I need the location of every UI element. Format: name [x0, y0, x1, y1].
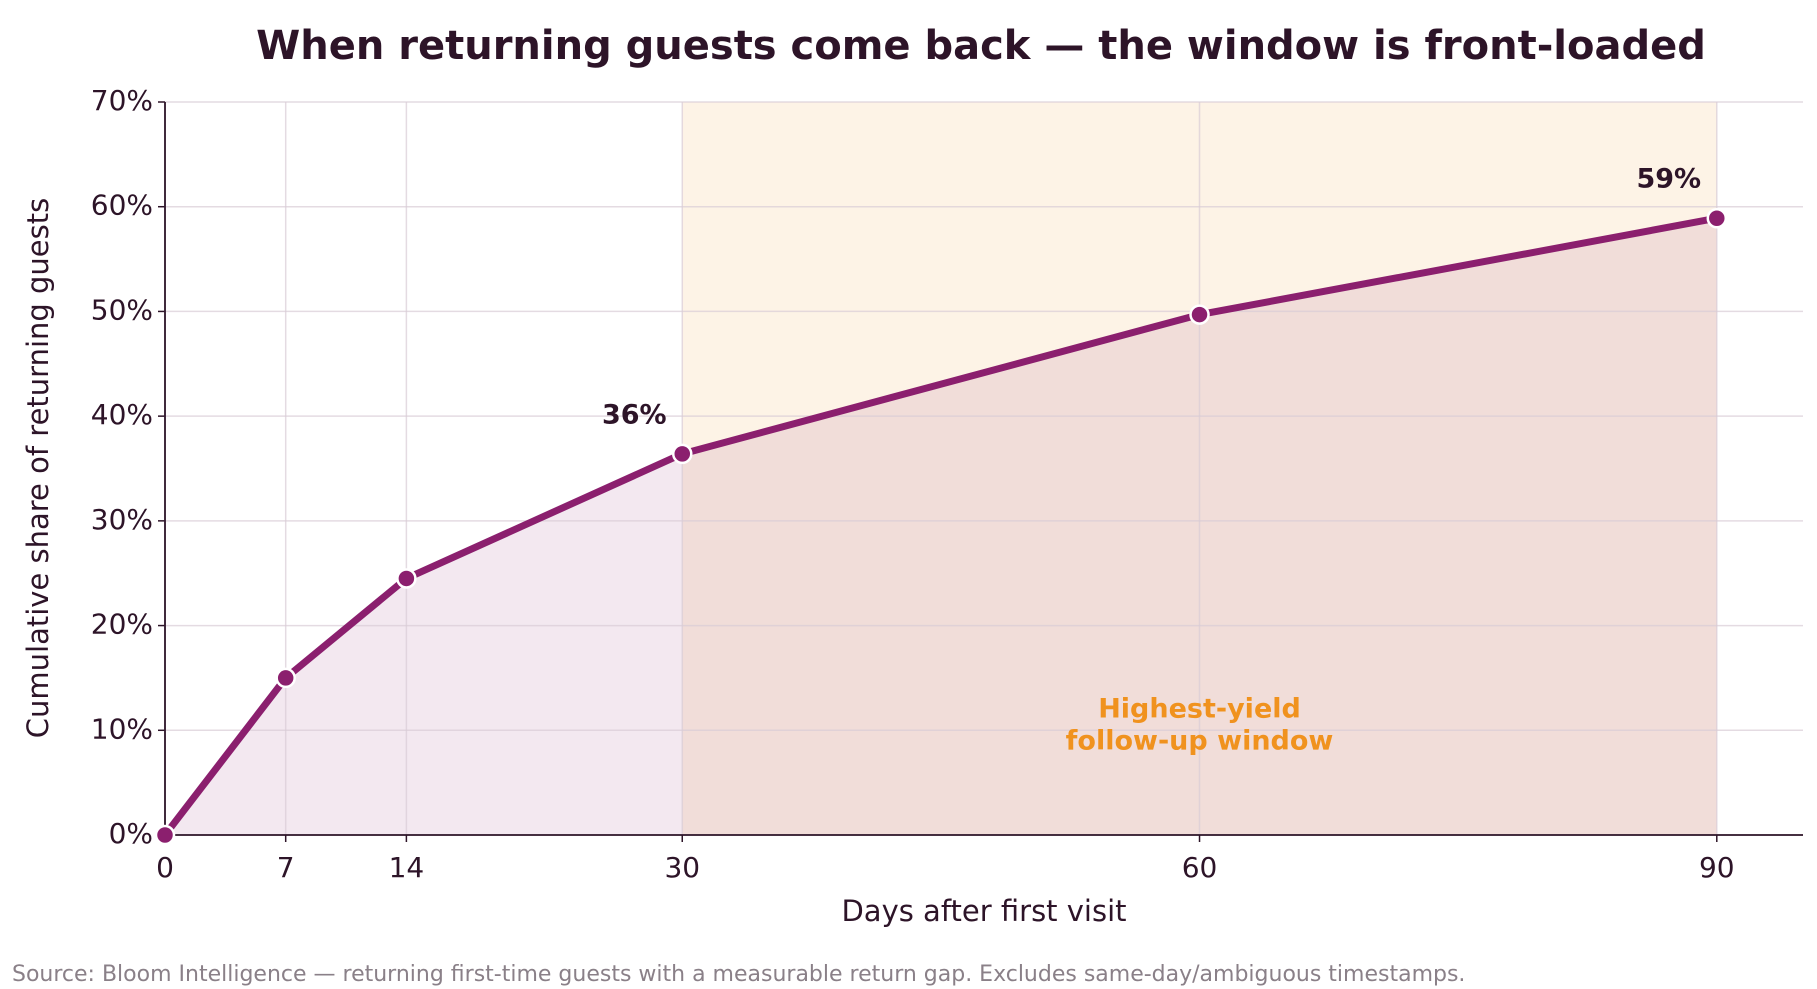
value-label: 59%: [1636, 164, 1701, 195]
x-axis-label: Days after first visit: [841, 894, 1126, 928]
x-tick-label: 14: [389, 851, 425, 884]
y-tick-label: 40%: [91, 398, 153, 431]
x-tick-label: 0: [156, 851, 174, 884]
source-note: Source: Bloom Intelligence — returning f…: [12, 962, 1465, 987]
highlight-label: follow-up window: [1066, 726, 1334, 757]
point-marker: [275, 667, 296, 689]
y-tick-label: 20%: [91, 608, 153, 641]
y-tick-label: 30%: [91, 503, 153, 536]
x-tick-label: 90: [1699, 851, 1735, 884]
y-tick-label: 70%: [91, 84, 153, 117]
y-tick-label: 0%: [109, 817, 153, 850]
point-marker: [1706, 207, 1728, 229]
point-marker: [672, 443, 693, 465]
x-tick-label: 60: [1182, 851, 1218, 884]
point-marker: [396, 568, 417, 589]
point-marker: [1189, 304, 1210, 325]
highlight-label: Highest-yield: [1098, 694, 1301, 725]
value-label: 36%: [602, 399, 667, 430]
y-tick-label: 10%: [91, 712, 153, 745]
chart-title: When returning guests come back — the wi…: [256, 23, 1706, 69]
x-tick-label: 30: [664, 851, 700, 884]
y-tick-label: 60%: [91, 189, 153, 222]
x-tick-label: 7: [277, 851, 295, 884]
area-fill: [165, 218, 1717, 836]
point-marker: [154, 824, 176, 846]
line: [162, 214, 1718, 838]
y-tick-label: 50%: [91, 293, 153, 326]
y-axis-label: Cumulative share of returning guests: [21, 198, 55, 738]
